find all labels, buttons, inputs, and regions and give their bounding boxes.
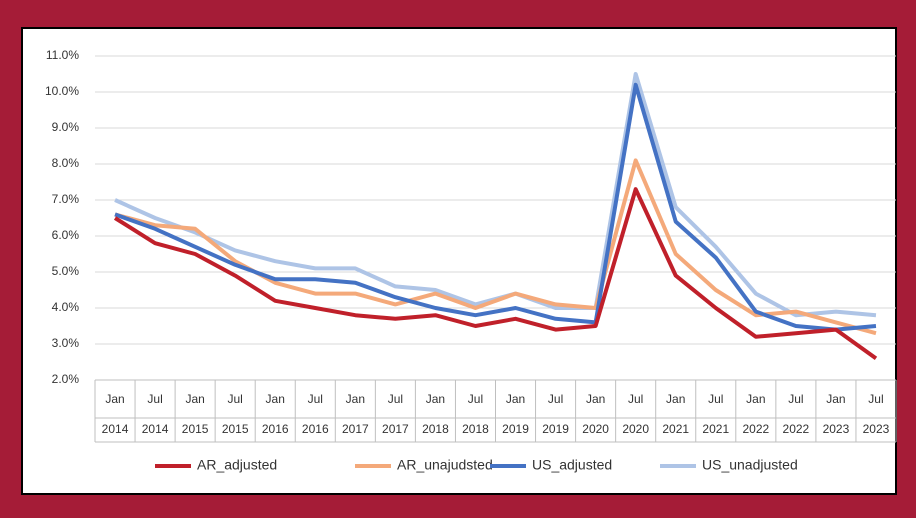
- legend-label: AR_unajudsted: [397, 457, 493, 473]
- x-tick-label: Jan: [826, 392, 845, 406]
- x-tick-label: 2019: [542, 422, 569, 436]
- chart-frame: [21, 27, 897, 495]
- series-line: [113, 187, 878, 361]
- x-tick-label: Jan: [746, 392, 765, 406]
- x-tick-label: 2019: [502, 422, 529, 436]
- series-line: [114, 158, 877, 336]
- x-tick-label: 2023: [863, 422, 890, 436]
- series-line: [114, 82, 877, 332]
- y-tick-label: 7.0%: [52, 192, 80, 206]
- x-tick-label: Jul: [628, 392, 643, 406]
- y-tick-label: 10.0%: [45, 84, 79, 98]
- x-tick-label: Jul: [308, 392, 323, 406]
- x-tick-label: Jan: [506, 392, 525, 406]
- y-tick-label: 2.0%: [52, 372, 80, 386]
- x-tick-label: Jul: [468, 392, 483, 406]
- x-tick-label: Jul: [548, 392, 563, 406]
- x-tick-label: 2020: [622, 422, 649, 436]
- x-tick-label: 2014: [142, 422, 169, 436]
- x-tick-label: 2023: [823, 422, 850, 436]
- y-tick-label: 9.0%: [52, 120, 80, 134]
- y-tick-label: 5.0%: [52, 264, 80, 278]
- x-tick-label: Jan: [105, 392, 124, 406]
- y-tick-label: 8.0%: [52, 156, 80, 170]
- x-tick-label: Jan: [666, 392, 685, 406]
- legend-label: US_unadjusted: [702, 457, 798, 473]
- x-tick-label: 2021: [702, 422, 729, 436]
- x-tick-label: 2022: [742, 422, 769, 436]
- x-tick-label: 2020: [582, 422, 609, 436]
- x-tick-label: 2015: [222, 422, 249, 436]
- y-tick-label: 3.0%: [52, 336, 80, 350]
- x-tick-label: 2016: [262, 422, 289, 436]
- x-tick-label: 2014: [102, 422, 129, 436]
- x-tick-label: 2022: [783, 422, 810, 436]
- y-tick-label: 11.0%: [46, 48, 79, 62]
- x-tick-label: Jan: [586, 392, 605, 406]
- x-tick-label: Jul: [868, 392, 883, 406]
- x-tick-label: Jan: [426, 392, 445, 406]
- x-tick-label: Jan: [185, 392, 204, 406]
- x-tick-label: 2016: [302, 422, 329, 436]
- y-tick-label: 6.0%: [52, 228, 80, 242]
- x-tick-label: 2017: [342, 422, 369, 436]
- x-tick-label: Jul: [708, 392, 723, 406]
- legend-label: US_adjusted: [532, 457, 612, 473]
- x-tick-label: Jul: [147, 392, 162, 406]
- x-tick-label: Jul: [788, 392, 803, 406]
- x-tick-label: Jul: [228, 392, 243, 406]
- x-tick-label: 2015: [182, 422, 209, 436]
- x-tick-label: 2021: [662, 422, 689, 436]
- x-tick-label: Jul: [388, 392, 403, 406]
- x-tick-label: 2017: [382, 422, 409, 436]
- x-tick-label: 2018: [422, 422, 449, 436]
- y-tick-label: 4.0%: [52, 300, 80, 314]
- x-tick-label: Jan: [346, 392, 365, 406]
- x-tick-label: 2018: [462, 422, 489, 436]
- legend-label: AR_adjusted: [197, 457, 277, 473]
- x-tick-label: Jan: [266, 392, 285, 406]
